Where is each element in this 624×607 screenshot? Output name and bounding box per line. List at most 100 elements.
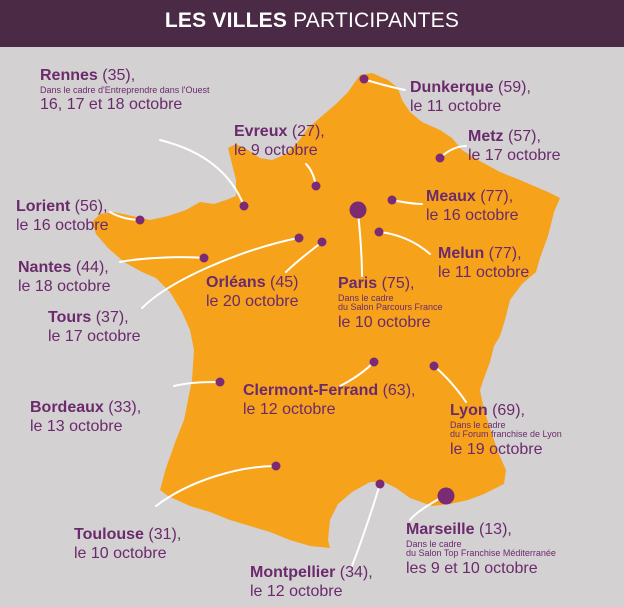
- city-date: le 12 octobre: [250, 583, 343, 600]
- line-melun: [379, 231, 431, 255]
- label-dunkerque: Dunkerque (59), le 11 octobre: [410, 80, 531, 115]
- label-orleans: Orléans (45) le 20 octobre: [206, 275, 299, 310]
- city-count: (69),: [492, 402, 525, 419]
- label-clermont: Clermont-Ferrand (63), le 12 octobre: [243, 383, 415, 418]
- city-name: Lorient: [16, 198, 71, 215]
- city-count: (56),: [74, 198, 108, 215]
- city-date: le 11 octobre: [438, 264, 530, 281]
- city-note: Dans le cadre: [338, 293, 394, 303]
- title-rest: PARTICIPANTES: [293, 9, 460, 32]
- city-name: Evreux: [234, 123, 288, 140]
- city-name: Tours: [48, 309, 92, 326]
- label-rennes: Rennes (35), Dans le cadre d'Entreprendr…: [40, 68, 210, 113]
- label-meaux: Meaux (77), le 16 octobre: [426, 189, 519, 224]
- city-name: Bordeaux: [30, 399, 104, 416]
- line-tours: [141, 237, 299, 309]
- city-count: (33),: [108, 399, 142, 416]
- city-date: le 20 octobre: [206, 293, 299, 310]
- city-name: Meaux: [426, 188, 476, 205]
- city-name: Melun: [438, 245, 485, 262]
- city-date: le 17 octobre: [48, 328, 141, 345]
- label-bordeaux: Bordeaux (33), le 13 octobre: [30, 400, 141, 435]
- city-name: Marseille: [406, 521, 475, 538]
- city-date: le 10 octobre: [338, 314, 431, 331]
- label-lorient: Lorient (56), le 16 octobre: [16, 199, 109, 234]
- header-banner: LES VILLES PARTICIPANTES: [0, 0, 624, 47]
- line-nantes: [119, 256, 205, 263]
- marker-tours: [294, 233, 304, 243]
- city-date: le 16 octobre: [426, 207, 519, 224]
- marker-rennes: [239, 201, 249, 211]
- city-name: Toulouse: [74, 526, 144, 543]
- marker-melun: [374, 227, 384, 237]
- city-count: (59),: [498, 79, 531, 96]
- city-count: (37),: [95, 309, 129, 326]
- city-name: Paris: [338, 275, 378, 292]
- city-note: Dans le cadre: [450, 420, 506, 430]
- marker-toulouse: [271, 461, 281, 471]
- marker-orleans: [317, 237, 327, 247]
- line-toulouse: [155, 465, 277, 507]
- city-count: (44),: [75, 259, 109, 276]
- marker-montpellier: [375, 479, 385, 489]
- line-dunkerque: [365, 79, 406, 91]
- city-count: (77),: [480, 188, 514, 205]
- city-date: le 17 octobre: [468, 147, 561, 164]
- marker-clermont: [369, 357, 379, 367]
- city-count: (75),: [381, 275, 415, 292]
- city-count: (13),: [478, 521, 512, 538]
- city-name: Montpellier: [250, 564, 336, 581]
- city-count: (34),: [339, 564, 373, 581]
- marker-bordeaux: [215, 377, 225, 387]
- marker-lyon: [429, 361, 439, 371]
- city-name: Lyon: [450, 402, 488, 419]
- city-name: Rennes: [40, 67, 98, 84]
- city-note: du Salon Parcours France: [338, 302, 443, 312]
- city-date: le 18 octobre: [18, 278, 111, 295]
- label-paris: Paris (75), Dans le cadre du Salon Parco…: [338, 276, 443, 331]
- marker-nantes: [199, 253, 209, 263]
- city-date: le 12 octobre: [243, 401, 336, 418]
- city-name: Metz: [468, 128, 504, 145]
- city-name: Orléans: [206, 274, 266, 291]
- city-note: Dans le cadre: [406, 539, 462, 549]
- city-date: les 9 et 10 octobre: [406, 560, 538, 577]
- page-title: LES VILLES PARTICIPANTES: [0, 9, 624, 33]
- label-melun: Melun (77), le 11 octobre: [438, 246, 529, 281]
- label-nantes: Nantes (44), le 18 octobre: [18, 260, 111, 295]
- label-metz: Metz (57), le 17 octobre: [468, 129, 561, 164]
- marker-marseille: [437, 487, 455, 505]
- city-note: du Salon Top Franchise Méditerranée: [406, 548, 556, 558]
- city-date: le 11 octobre: [410, 98, 502, 115]
- label-tours: Tours (37), le 17 octobre: [48, 310, 141, 345]
- city-name: Clermont-Ferrand: [243, 382, 379, 399]
- city-count: (77),: [488, 245, 522, 262]
- marker-dunkerque: [359, 74, 369, 84]
- city-count: (45): [270, 274, 299, 291]
- marker-meaux: [387, 195, 397, 205]
- city-name: Dunkerque: [410, 79, 494, 96]
- label-evreux: Evreux (27), le 9 octobre: [234, 124, 325, 159]
- city-date: 16, 17 et 18 octobre: [40, 96, 183, 113]
- marker-evreux: [311, 181, 321, 191]
- line-montpellier: [351, 483, 381, 567]
- marker-paris: [349, 201, 367, 219]
- city-date: le 10 octobre: [74, 545, 167, 562]
- city-count: (57),: [508, 128, 541, 145]
- city-count: (63),: [382, 382, 416, 399]
- city-date: le 16 octobre: [16, 217, 109, 234]
- line-rennes: [159, 139, 245, 207]
- city-name: Nantes: [18, 259, 72, 276]
- marker-metz: [435, 153, 445, 163]
- city-count: (35),: [102, 67, 136, 84]
- city-note: Dans le cadre d'Entreprendre dans l'Oues…: [40, 85, 210, 95]
- city-count: (31),: [148, 526, 182, 543]
- label-toulouse: Toulouse (31), le 10 octobre: [74, 527, 181, 562]
- label-lyon: Lyon (69), Dans le cadre du Forum franch…: [450, 403, 562, 458]
- city-date: le 9 octobre: [234, 142, 318, 159]
- city-note: du Forum franchise de Lyon: [450, 429, 562, 439]
- city-date: le 13 octobre: [30, 418, 123, 435]
- label-montpellier: Montpellier (34), le 12 octobre: [250, 565, 373, 600]
